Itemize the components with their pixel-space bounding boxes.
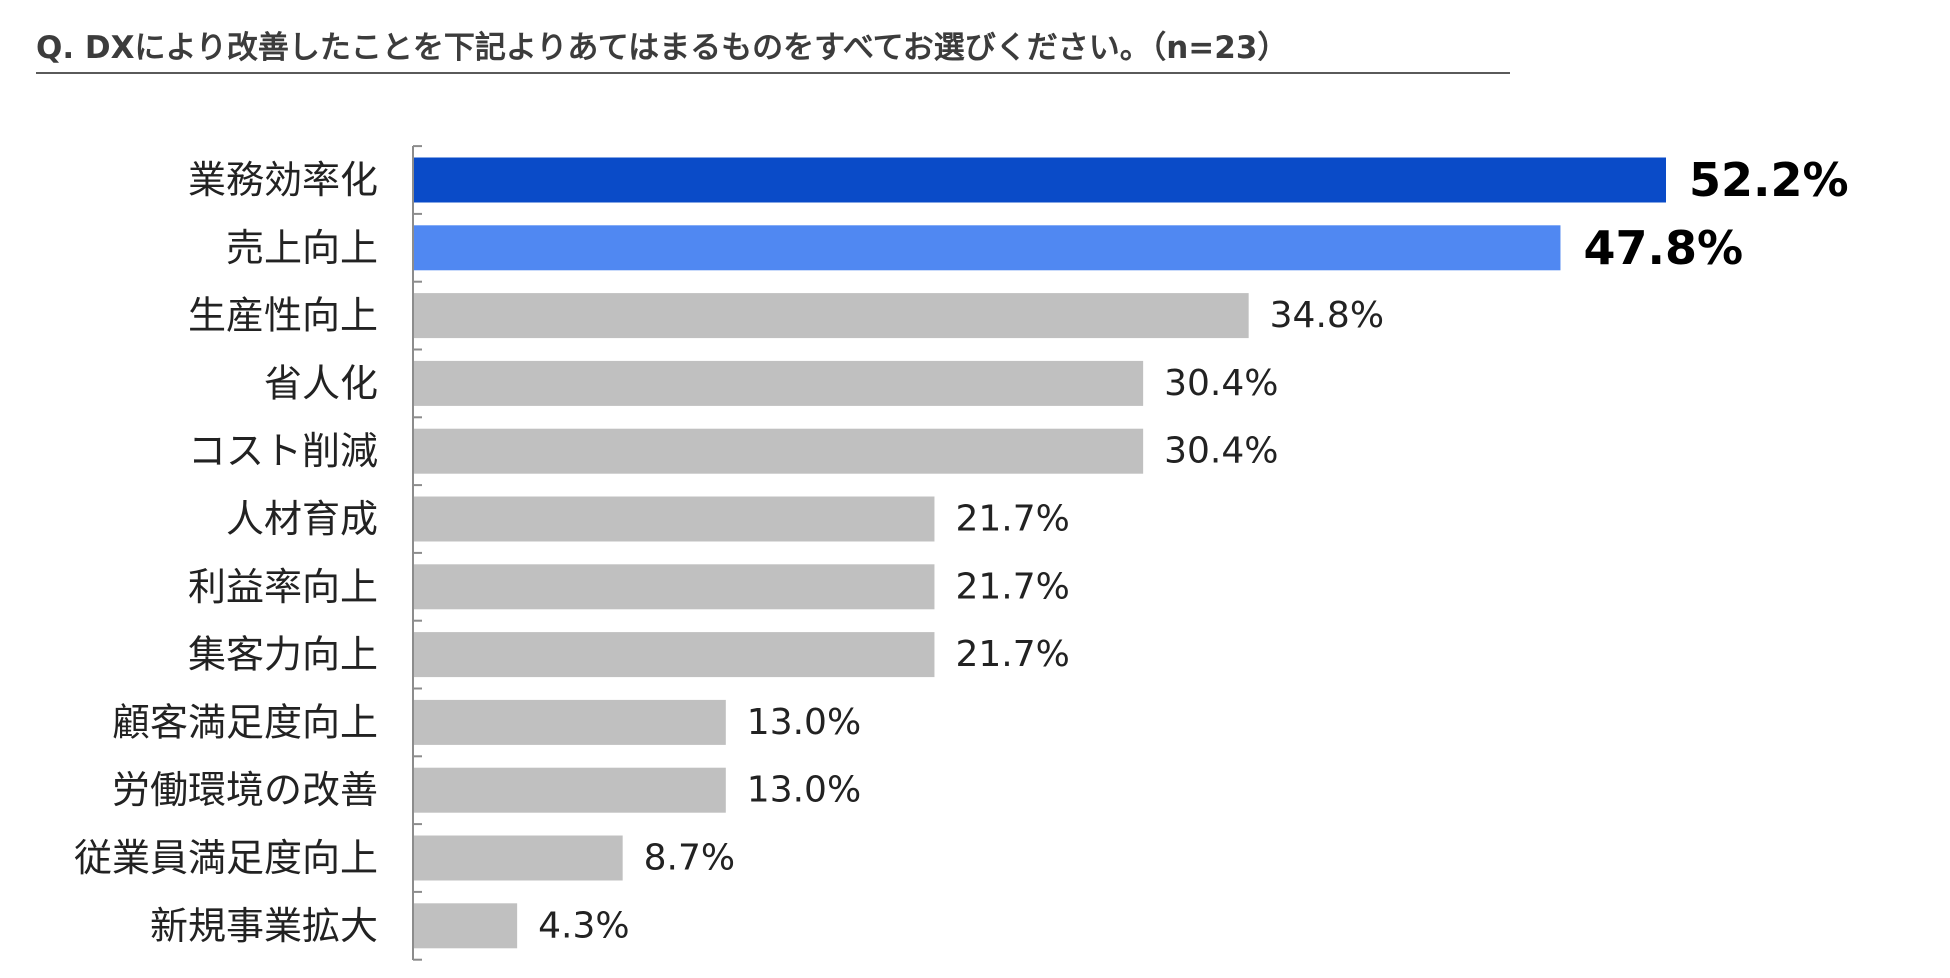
value-label: 8.7%	[644, 838, 735, 879]
category-label: 顧客満足度向上	[112, 700, 378, 744]
bar	[414, 835, 623, 881]
chart-axis	[412, 145, 422, 961]
value-label: 4.3%	[538, 905, 629, 946]
value-label: 47.8%	[1583, 221, 1743, 275]
category-label: 省人化	[264, 361, 378, 405]
value-label: 21.7%	[955, 499, 1069, 540]
bar	[414, 564, 935, 610]
category-label: 生産性向上	[188, 294, 378, 338]
category-label: 労働環境の改善	[112, 768, 378, 812]
bar	[414, 699, 726, 745]
category-labels: 業務効率化売上向上生産性向上省人化コスト削減人材育成利益率向上集客力向上顧客満足…	[74, 158, 378, 948]
category-label: 従業員満足度向上	[74, 836, 378, 880]
category-label: 人材育成	[226, 497, 378, 541]
bar	[414, 157, 1666, 203]
bar	[414, 360, 1144, 406]
value-label: 21.7%	[955, 566, 1069, 607]
category-label: コスト削減	[188, 429, 378, 473]
bar	[414, 767, 726, 813]
bar	[414, 903, 518, 949]
value-label: 30.4%	[1164, 363, 1278, 404]
bars	[414, 157, 1666, 949]
value-label: 52.2%	[1689, 153, 1849, 207]
bar	[414, 428, 1144, 474]
value-labels: 52.2% 47.8% 34.8% 30.4% 30.4% 21.7% 21.7% 21.7%…	[538, 153, 1848, 946]
bar	[414, 225, 1561, 271]
value-label: 21.7%	[955, 634, 1069, 675]
value-label: 34.8%	[1270, 295, 1384, 336]
value-label: 13.0%	[747, 770, 861, 811]
category-label: 利益率向上	[188, 565, 378, 609]
category-label: 新規事業拡大	[150, 904, 378, 948]
value-label: 30.4%	[1164, 431, 1278, 472]
bar	[414, 496, 935, 542]
bar	[414, 293, 1249, 339]
category-label: 業務効率化	[188, 158, 378, 202]
value-label: 13.0%	[747, 702, 861, 743]
bar	[414, 632, 935, 678]
question-title: Q. DXにより改善したことを下記よりあてはまるものをすべてお選びください。（n…	[36, 28, 1510, 74]
category-label: 集客力向上	[188, 633, 378, 677]
category-label: 売上向上	[226, 226, 378, 270]
